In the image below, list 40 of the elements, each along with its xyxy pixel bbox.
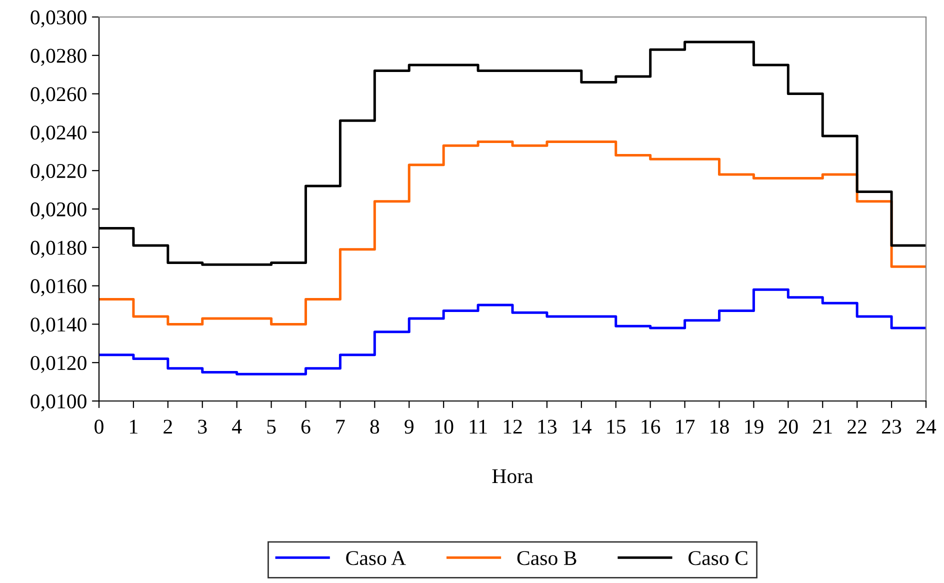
legend-label: Caso B (517, 551, 576, 566)
x-tick-label: 5 (267, 420, 276, 434)
y-tick-label: 0,0100 (30, 394, 86, 412)
x-tick-label: 6 (301, 420, 310, 434)
y-tick-label: 0,0220 (30, 164, 86, 182)
x-axis-title: Hora (492, 469, 534, 484)
x-tick-label: 14 (572, 420, 592, 434)
y-tick-label: 0,0260 (30, 87, 86, 104)
y-tick-label: 0,0140 (30, 318, 86, 335)
y-tick-label: 0,0180 (30, 240, 86, 258)
x-tick-label: 21 (813, 420, 832, 434)
x-tick-label: 4 (232, 420, 242, 434)
legend-label: Caso C (688, 551, 748, 566)
y-tick-label: 0,0240 (30, 126, 86, 143)
x-tick-label: 1 (130, 420, 138, 434)
x-tick-label: 24 (916, 420, 936, 434)
x-tick-label: 20 (778, 420, 798, 434)
x-tick-label: 3 (198, 420, 207, 434)
y-tick-label: 0,0120 (30, 356, 86, 374)
y-tick-label: 0,0200 (30, 202, 86, 220)
x-tick-label: 0 (94, 420, 104, 434)
x-tick-label: 13 (538, 420, 557, 434)
x-tick-label: 12 (504, 420, 522, 434)
x-tick-label: 9 (404, 420, 414, 434)
x-tick-label: 19 (745, 420, 764, 434)
x-tick-label: 22 (848, 420, 866, 434)
x-tick-label: 15 (607, 420, 626, 434)
legend-label: Caso A (346, 551, 406, 566)
y-tick-label: 0,0280 (30, 48, 86, 66)
x-tick-label: 16 (642, 420, 660, 434)
x-tick-label: 10 (435, 420, 454, 434)
x-tick-label: 2 (164, 420, 172, 434)
x-tick-label: 11 (470, 420, 487, 434)
x-tick-label: 23 (882, 420, 902, 434)
x-tick-label: 17 (676, 420, 695, 434)
y-tick-label: 0,0160 (30, 279, 86, 296)
x-tick-label: 7 (336, 420, 345, 434)
y-tick-label: 0,0300 (30, 10, 86, 28)
x-tick-label: 18 (710, 420, 729, 434)
x-tick-label: 8 (370, 420, 380, 434)
